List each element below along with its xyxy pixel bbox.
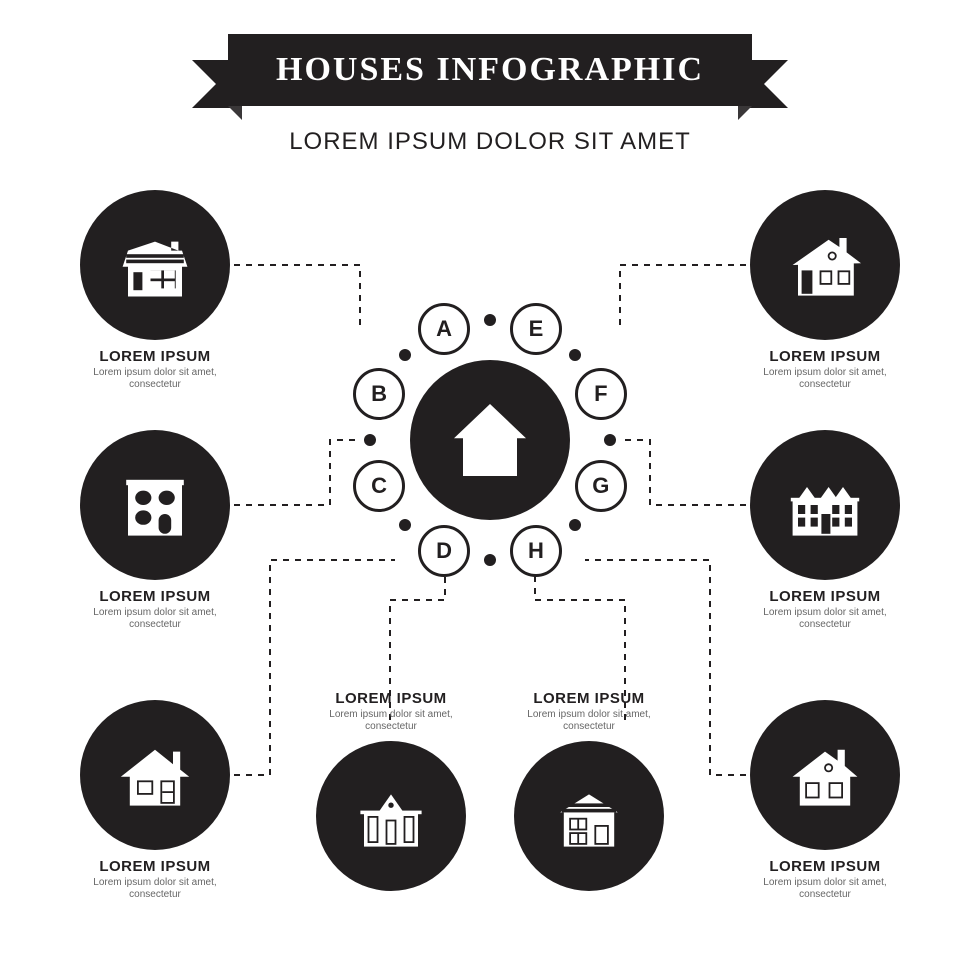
item-a: LOREM IPSUM Lorem ipsum dolor sit amet, … [60, 190, 250, 391]
hub-node-g: G [575, 460, 627, 512]
house-icon [445, 395, 535, 485]
item-title: LOREM IPSUM [494, 690, 684, 707]
page-title: HOUSES INFOGRAPHIC [276, 51, 704, 89]
item-g: LOREM IPSUM Lorem ipsum dolor sit amet, … [730, 700, 920, 901]
title-ribbon: HOUSES INFOGRAPHIC [0, 34, 980, 106]
house-icon-g [750, 700, 900, 850]
page-subtitle: LOREM IPSUM DOLOR SIT AMET [0, 128, 980, 156]
item-d: LOREM IPSUM Lorem ipsum dolor sit amet, … [296, 690, 486, 891]
item-b: LOREM IPSUM Lorem ipsum dolor sit amet, … [60, 430, 250, 631]
hub: AEFGHDCB [330, 280, 650, 600]
item-subtitle: Lorem ipsum dolor sit amet, consectetur [750, 877, 900, 901]
item-f: LOREM IPSUM Lorem ipsum dolor sit amet, … [730, 430, 920, 631]
house-icon-c [80, 700, 230, 850]
item-subtitle: Lorem ipsum dolor sit amet, consectetur [750, 607, 900, 631]
item-subtitle: Lorem ipsum dolor sit amet, consectetur [80, 877, 230, 901]
hub-core [410, 360, 570, 520]
item-e: LOREM IPSUM Lorem ipsum dolor sit amet, … [730, 190, 920, 391]
house-icon-b [80, 430, 230, 580]
hub-node-e: E [510, 303, 562, 355]
item-title: LOREM IPSUM [730, 348, 920, 365]
house-icon-f [750, 430, 900, 580]
hub-dot [399, 519, 411, 531]
hub-dot [569, 349, 581, 361]
item-h: LOREM IPSUM Lorem ipsum dolor sit amet, … [494, 690, 684, 891]
item-subtitle: Lorem ipsum dolor sit amet, consectetur [80, 607, 230, 631]
hub-node-d: D [418, 525, 470, 577]
item-c: LOREM IPSUM Lorem ipsum dolor sit amet, … [60, 700, 250, 901]
item-subtitle: Lorem ipsum dolor sit amet, consectetur [750, 367, 900, 391]
house-icon-a [80, 190, 230, 340]
item-title: LOREM IPSUM [296, 690, 486, 707]
item-subtitle: Lorem ipsum dolor sit amet, consectetur [514, 709, 664, 733]
house-icon-e [750, 190, 900, 340]
hub-dot [569, 519, 581, 531]
hub-node-h: H [510, 525, 562, 577]
item-title: LOREM IPSUM [730, 588, 920, 605]
item-subtitle: Lorem ipsum dolor sit amet, consectetur [80, 367, 230, 391]
hub-dot [604, 434, 616, 446]
hub-dot [364, 434, 376, 446]
item-title: LOREM IPSUM [60, 348, 250, 365]
item-title: LOREM IPSUM [60, 588, 250, 605]
hub-dot [484, 314, 496, 326]
hub-node-b: B [353, 368, 405, 420]
item-subtitle: Lorem ipsum dolor sit amet, consectetur [316, 709, 466, 733]
item-title: LOREM IPSUM [60, 858, 250, 875]
hub-node-c: C [353, 460, 405, 512]
hub-node-f: F [575, 368, 627, 420]
house-icon-d [316, 741, 466, 891]
hub-node-a: A [418, 303, 470, 355]
item-title: LOREM IPSUM [730, 858, 920, 875]
hub-dot [399, 349, 411, 361]
house-icon-h [514, 741, 664, 891]
hub-dot [484, 554, 496, 566]
